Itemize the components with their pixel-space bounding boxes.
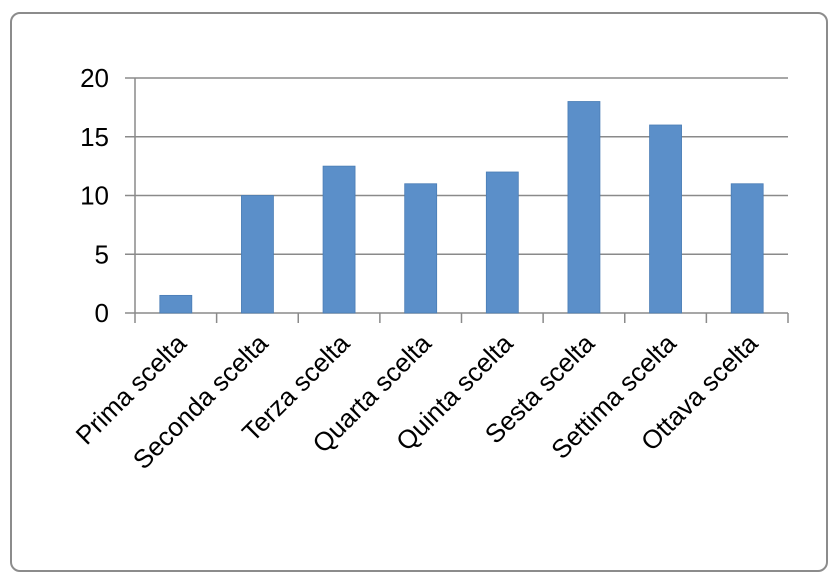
axes (125, 77, 789, 323)
bar-quinta-scelta (485, 171, 519, 314)
bar-settima-scelta (649, 124, 682, 314)
gridlines (135, 77, 788, 255)
bar-prima-scelta (159, 294, 193, 314)
y-tick-labels: 0 5 10 15 20 (80, 63, 109, 328)
bar-seconda-scelta (241, 195, 274, 314)
y-tick-label: 5 (95, 239, 109, 269)
y-tick-label: 10 (80, 181, 109, 211)
y-tick-label: 20 (80, 63, 109, 93)
bar-quarta-scelta (404, 183, 438, 314)
y-tick-label: 15 (80, 122, 109, 152)
bar-terza-scelta (322, 165, 356, 314)
bar-sesta-scelta (567, 101, 601, 314)
bars (159, 101, 764, 314)
y-tick-label: 0 (95, 298, 109, 328)
bar-ottava-scelta (730, 183, 764, 314)
